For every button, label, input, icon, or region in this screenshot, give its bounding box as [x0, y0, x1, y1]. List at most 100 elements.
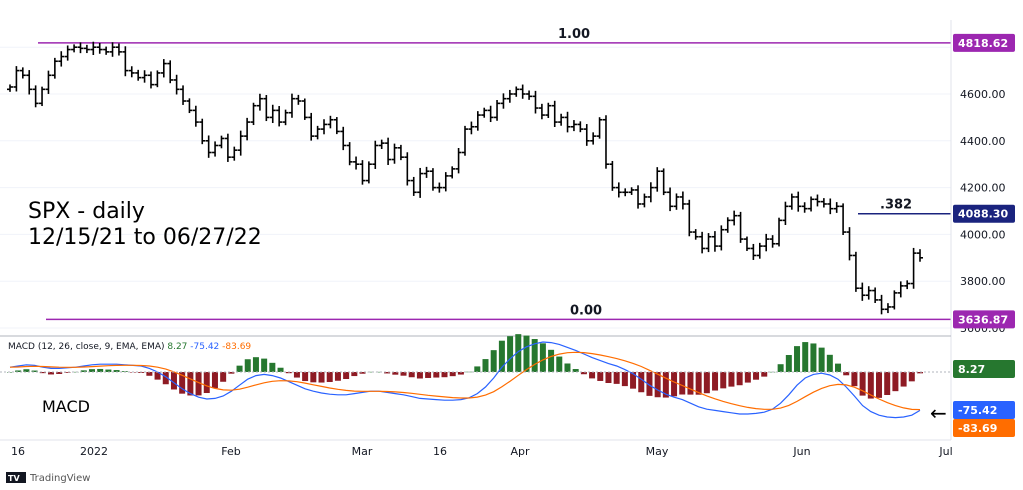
- macd-histogram-bar: [146, 372, 153, 376]
- macd-histogram-bar: [179, 372, 186, 394]
- macd-histogram-bar: [408, 372, 415, 378]
- ohlc-bar: [429, 168, 436, 191]
- ohlc-bar: [641, 193, 648, 208]
- macd-histogram-bar: [638, 372, 645, 393]
- fib-label-0-00: 0.00: [570, 303, 602, 318]
- signal-line: [9, 351, 921, 411]
- macd-histogram-bar: [523, 335, 530, 372]
- macd-histogram-bar: [736, 372, 743, 386]
- ohlc-bar: [667, 187, 674, 212]
- ohlc-bar: [859, 282, 866, 301]
- ohlc-bar: [436, 182, 443, 193]
- ohlc-bar: [141, 70, 148, 83]
- macd-histogram-bar: [802, 342, 809, 372]
- time-tick-label: Feb: [221, 445, 240, 458]
- price-tags: 4818.62 4088.30 3636.87: [953, 33, 1015, 329]
- ohlc-bar: [897, 281, 904, 298]
- macd-histogram-bar: [334, 372, 341, 381]
- fib-label-1-00: 1.00: [558, 27, 590, 42]
- price-tag: 4818.62: [953, 33, 1015, 52]
- macd-histogram-bar: [826, 354, 833, 372]
- ohlc-bar: [333, 117, 340, 135]
- macd-histogram-bar: [261, 358, 268, 372]
- ohlc-bar: [77, 42, 84, 54]
- ohlc-bar: [705, 233, 712, 253]
- macd-value-tag: -75.42: [953, 401, 1015, 419]
- macd-histogram-bar: [220, 372, 227, 382]
- macd-histogram-bar: [671, 372, 678, 397]
- ohlc-bar: [609, 160, 616, 191]
- ohlc-bar: [186, 98, 193, 114]
- ohlc-bar: [180, 85, 187, 105]
- ohlc-bar: [288, 93, 295, 118]
- ohlc-bar: [128, 66, 135, 78]
- macd-histogram-bar: [56, 372, 63, 374]
- ohlc-bar: [570, 120, 577, 132]
- ohlc-bar: [904, 280, 911, 290]
- ohlc-bar: [660, 168, 667, 196]
- macd-histogram-bar: [589, 372, 596, 379]
- macd-value-tag-text: -75.42: [958, 404, 997, 417]
- ohlc-bar: [596, 117, 603, 139]
- ohlc-bar: [487, 105, 494, 123]
- ohlc-bar: [423, 166, 430, 178]
- ohlc-bar: [462, 125, 468, 156]
- ohlc-bar: [19, 67, 26, 79]
- ohlc-bar: [500, 93, 507, 109]
- ohlc-bar: [58, 51, 65, 67]
- macd-histogram-bar: [851, 372, 858, 387]
- macd-histogram-bar: [556, 356, 563, 372]
- macd-histogram-bar: [613, 372, 620, 384]
- macd-histogram-bar: [884, 372, 891, 395]
- ohlc-bar: [558, 113, 565, 126]
- time-tick-label: May: [646, 445, 669, 458]
- ohlc-bar: [96, 42, 103, 54]
- ohlc-bar: [103, 46, 110, 55]
- macd-histogram-bar: [23, 369, 30, 372]
- ohlc-bar: [90, 41, 97, 56]
- macd-histogram-bar: [728, 372, 735, 387]
- ohlc-bar: [327, 115, 334, 129]
- ohlc-bar: [615, 182, 622, 198]
- macd-histogram-bar: [113, 370, 120, 372]
- macd-histogram-bar: [187, 372, 194, 396]
- macd-histogram-bar: [744, 372, 751, 383]
- tradingview-logo-mark: TV: [8, 474, 20, 483]
- ohlc-bar: [865, 286, 872, 300]
- ohlc-bar: [545, 102, 552, 119]
- macd-line: [9, 341, 921, 419]
- price-tick-label: 4600.00: [960, 88, 1006, 101]
- ohlc-bar: [353, 156, 360, 170]
- macd-value-tag: -83.69: [953, 419, 1015, 437]
- ohlc-bar: [750, 243, 757, 260]
- macd-histogram-bar: [384, 372, 391, 374]
- ohlc-bar: [577, 121, 584, 133]
- time-tick-label: Apr: [510, 445, 530, 458]
- macd-histogram-bar: [679, 372, 686, 395]
- macd-histogram-bar: [892, 372, 899, 392]
- price-tick-label: 4000.00: [960, 228, 1006, 241]
- macd-histogram-bar: [753, 372, 760, 380]
- ohlc-bar: [891, 290, 898, 310]
- ohlc-bar: [673, 193, 680, 210]
- ohlc-bar: [167, 60, 174, 84]
- ohlc-bar: [494, 99, 501, 121]
- ohlc-bar: [814, 194, 821, 207]
- price-tick-label: 4400.00: [960, 135, 1006, 148]
- macd-histogram-bar: [785, 355, 792, 372]
- tradingview-logo[interactable]: TV TradingView: [6, 472, 90, 484]
- ohlc-bar: [385, 137, 392, 165]
- macd-histogram-bar: [441, 372, 448, 378]
- ohlc-bar: [622, 188, 629, 197]
- annotation-title-line2: 12/15/21 to 06/27/22: [28, 225, 262, 250]
- ohlc-bar: [679, 191, 686, 210]
- macd-histogram-bar: [449, 372, 456, 377]
- macd-histogram-bar: [654, 372, 661, 398]
- ohlc-bar: [782, 201, 789, 225]
- fib-label-0-382: .382: [880, 198, 912, 213]
- macd-histogram-bar: [515, 334, 522, 372]
- ohlc-bar: [590, 132, 597, 145]
- macd-histogram-bar: [97, 368, 104, 372]
- ohlc-bar: [884, 303, 891, 314]
